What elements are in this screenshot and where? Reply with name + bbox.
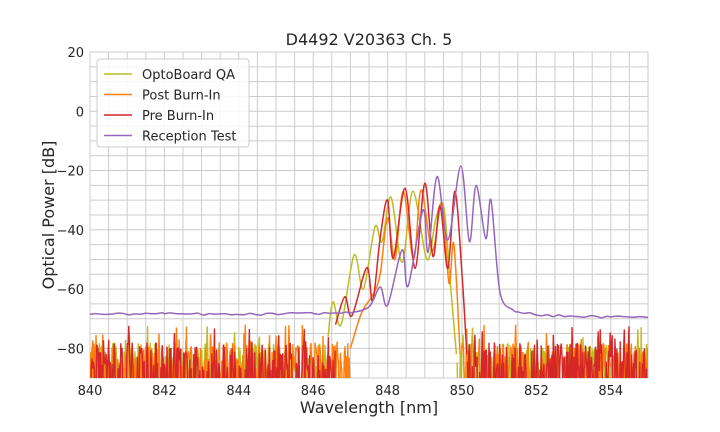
x-tick-label: 848 [375,384,400,399]
legend-label: Post Burn-In [142,89,221,104]
x-axis-label: Wavelength [nm] [300,398,438,417]
y-tick-label: 0 [76,105,84,120]
y-tick-label: −20 [57,165,84,180]
x-tick-label: 854 [598,384,623,399]
series-line [327,190,458,355]
y-tick-label: −40 [57,224,84,239]
x-tick-label: 852 [524,384,549,399]
series-line [90,165,648,319]
noise-trace [466,326,648,378]
y-axis-label: Optical Power [dB] [39,141,58,290]
ticks: 840 842 844 846 848 850 852 854 20 0 −20 −40 −60 −80 [57,46,624,399]
x-tick-label: 850 [450,384,475,399]
x-tick-label: 844 [226,384,251,399]
legend-label: OptoBoard QA [142,68,235,83]
y-tick-label: 20 [67,46,84,61]
x-tick-label: 840 [78,384,103,399]
legend-frame [96,58,250,148]
series-reception-test [90,165,648,319]
x-tick-label: 846 [301,384,326,399]
x-tick-label: 842 [152,384,177,399]
series-line [334,182,468,355]
legend-label: Pre Burn-In [142,109,214,124]
y-tick-label: −80 [57,342,84,357]
chart-title: D4492 V20363 Ch. 5 [286,30,453,49]
plot-lines [90,165,648,378]
legend: OptoBoard QA Post Burn-In Pre Burn-In Recep… [96,58,250,148]
legend-label: Reception Test [142,130,236,145]
y-tick-label: −60 [57,283,84,298]
